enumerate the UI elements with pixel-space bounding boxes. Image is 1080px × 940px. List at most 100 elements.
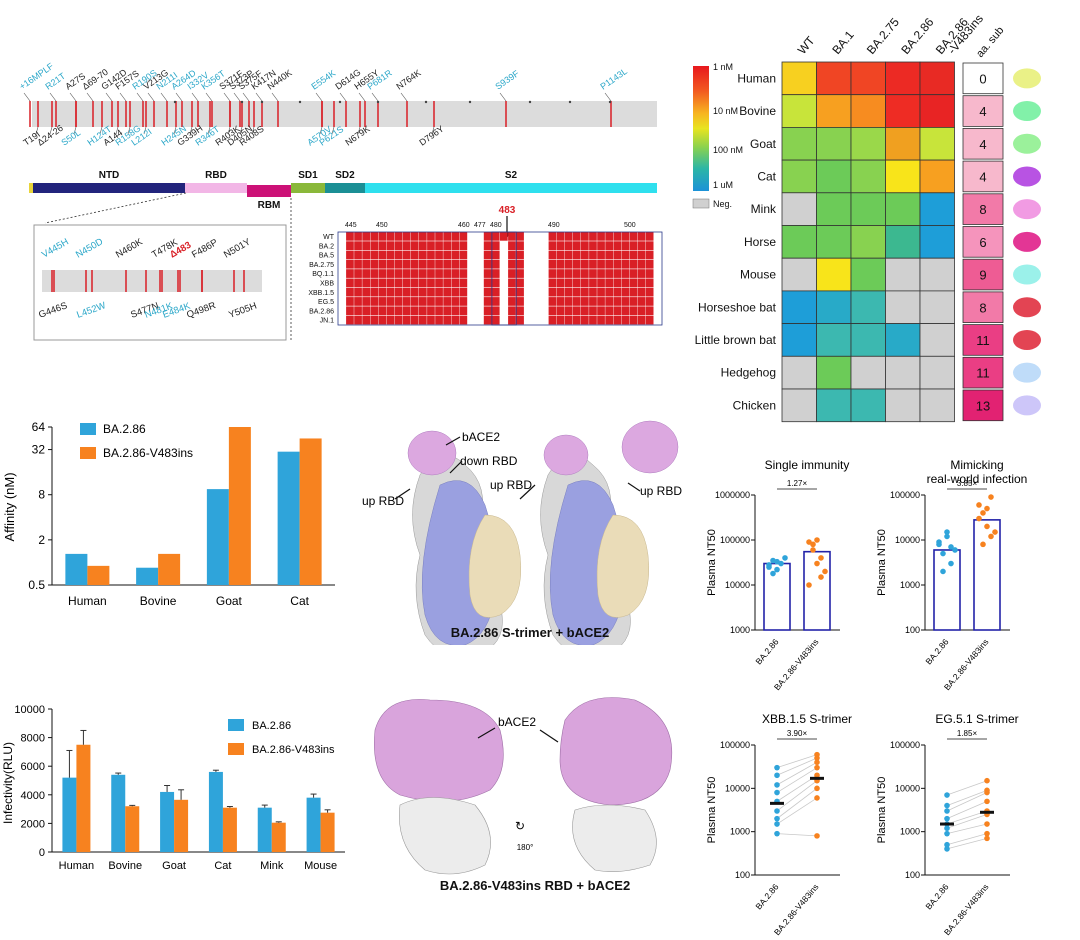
annotation-arrow: [477, 727, 496, 739]
data-point: [940, 550, 946, 557]
infectivity-chart: 0 2000 4000 6000 8000 10000 Infectivity(RLU) Hu…: [1, 704, 345, 872]
x-tick-label: BA.2.86-V483ins: [942, 882, 991, 937]
alignment-cell: [516, 241, 524, 250]
alignment-cell: [354, 297, 362, 306]
alignment-cell: [637, 232, 646, 241]
position-dot: [376, 100, 380, 104]
alignment-cell: [370, 241, 379, 250]
spike-track: [32, 101, 657, 127]
alignment-cell: [386, 269, 395, 278]
mutation-leader: [255, 92, 263, 102]
alignment-cell: [556, 269, 565, 278]
aa-sub-cell: [962, 226, 1004, 258]
alignment-cell: [362, 287, 370, 297]
infectivity-bar: [257, 807, 272, 852]
heatmap-cell: [816, 388, 852, 423]
rbd-structure: bACE2 ↻ 180°: [374, 697, 673, 875]
up-rbd-label: up RBD: [490, 478, 532, 492]
x-tick-label: BA.2.86: [923, 637, 950, 667]
alignment-cell: [346, 287, 354, 297]
data-point: [774, 808, 780, 814]
position-dot: [468, 100, 472, 104]
alignment-position: 490: [548, 222, 560, 229]
alignment-cell: [354, 315, 362, 325]
y-tick-label: 1000000: [715, 490, 750, 500]
heatmap-cell: [919, 355, 955, 390]
data-point: [806, 582, 812, 588]
alignment-cell: [410, 306, 419, 316]
aa-sub-value: 6: [979, 235, 986, 250]
alignment-position: 445: [345, 222, 357, 229]
heatmap-cell: [885, 94, 921, 128]
alignment-cell: [548, 306, 557, 316]
y-tick-label: 10000: [725, 580, 750, 590]
heatmap-cell: [885, 355, 921, 390]
y-axis-label: Plasma NT50: [706, 777, 718, 844]
data-point: [814, 764, 820, 771]
rbd-surface: [399, 797, 491, 875]
x-tick-label: BA.2.86: [753, 637, 780, 667]
heatmap-species-label: Mouse: [740, 268, 776, 282]
heatmap-cell: [850, 290, 886, 324]
aa-sub-cell: [962, 324, 1004, 356]
alignment-cell: [346, 241, 354, 250]
alignment-cell: [459, 241, 468, 250]
x-tick-label: Mouse: [304, 860, 337, 872]
x-tick-label: Cat: [290, 594, 309, 608]
alignment-cell: [629, 232, 638, 241]
affinity-bar: [158, 553, 181, 585]
alignment-cell: [572, 269, 581, 278]
annotation-arrow: [449, 460, 463, 474]
heatmap-cell: [816, 323, 852, 357]
aa-sub-value: 4: [979, 137, 986, 152]
bace2-density: [621, 420, 679, 474]
position-dot: [528, 100, 532, 104]
heatmap-species-label: Horseshoe bat: [698, 300, 777, 314]
alignment-cell: [645, 241, 654, 250]
infectivity-bar: [271, 822, 286, 852]
rotation-label: 180°: [517, 843, 534, 852]
mutation-leader: [499, 92, 507, 102]
alignment-cell: [402, 287, 411, 297]
heatmap-cell: [816, 355, 852, 390]
data-point: [984, 798, 990, 805]
heatmap-column-label: BA.2.75: [864, 15, 902, 57]
alignment-cell: [629, 297, 638, 306]
aa-sub-value: 8: [979, 300, 986, 315]
alignment-cell: [491, 250, 500, 260]
alignment-cell: [645, 250, 654, 260]
alignment-cell: [443, 269, 451, 278]
heatmap-cell: [885, 323, 921, 357]
alignment-position: 460: [458, 222, 470, 229]
y-axis-label: Plasma NT50: [876, 777, 888, 844]
rbd-mut-label: G446S: [37, 300, 69, 320]
alignment-cell: [410, 315, 419, 325]
affinity-chart: 0.5 2 8 32 64 Affinity (nM) Human Bovine Goat Cat…: [2, 420, 335, 608]
mutation-leader: [173, 126, 177, 135]
affinity-bar: [65, 553, 88, 585]
data-point: [936, 539, 942, 545]
heatmap-species-label: Mink: [751, 202, 777, 216]
mutation-leader: [127, 126, 131, 135]
alignment-cell: [637, 241, 646, 250]
affinity-bar: [299, 438, 322, 585]
bace2-surface: [559, 697, 673, 806]
alignment-cell: [346, 250, 354, 260]
mutation-leader: [73, 126, 77, 135]
pair-line: [946, 833, 988, 846]
data-point: [944, 841, 950, 848]
alignment-cell: [346, 269, 354, 278]
alignment-cell: [427, 306, 435, 316]
alignment-cell: [516, 315, 524, 325]
gmt-bar: [933, 549, 961, 631]
alignment-cell: [589, 287, 597, 297]
alignment-cell: [402, 259, 411, 269]
alignment-cell: [483, 278, 492, 288]
mutation-label: N764K: [394, 68, 422, 92]
alignment-cell: [427, 259, 435, 269]
alignment-cell: [597, 315, 605, 325]
alignment-cell: [451, 297, 460, 306]
animal-silhouette: [1013, 101, 1041, 122]
alignment-cell: [581, 250, 589, 260]
alignment-cell: [354, 278, 362, 288]
